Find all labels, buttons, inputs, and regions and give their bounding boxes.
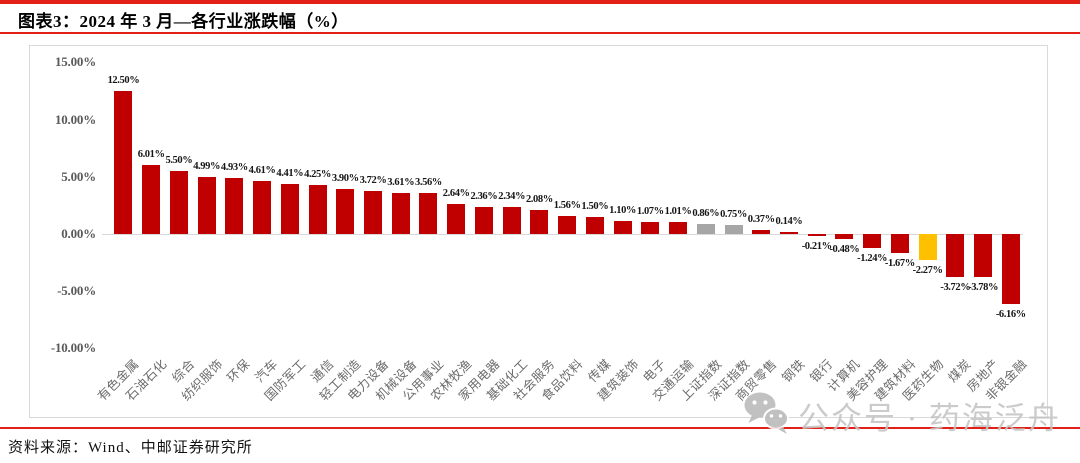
bar	[280, 183, 299, 234]
bar-value-label: -2.27%	[912, 264, 943, 276]
bar	[336, 189, 355, 234]
bar-value-label: 1.56%	[553, 200, 581, 212]
bar-value-label: 0.86%	[692, 208, 720, 220]
bar	[890, 234, 909, 254]
bar-value-label: 3.56%	[415, 177, 442, 189]
bar	[114, 91, 133, 234]
bar-value-label: 4.93%	[220, 161, 248, 173]
bar	[142, 165, 161, 234]
bar	[835, 234, 854, 240]
bar-value-label: 3.61%	[387, 176, 415, 188]
bar	[197, 176, 216, 234]
watermark-text: 公众号 · 药海泛舟	[798, 401, 1061, 436]
y-axis-tick-label: 0.00%	[61, 226, 96, 241]
bar-value-label: 6.01%	[137, 149, 165, 161]
bar-value-label: 0.75%	[720, 209, 747, 221]
bar	[169, 171, 188, 234]
y-axis-tick-label: -5.00%	[57, 283, 96, 299]
bar-value-label: 2.34%	[498, 191, 526, 203]
y-axis-tick-label: -10.00%	[50, 340, 96, 356]
bar	[585, 216, 604, 234]
source-note: 资料来源：Wind、中邮证券研究所	[8, 440, 253, 456]
bar	[724, 225, 743, 234]
bar	[225, 177, 244, 234]
bar	[474, 207, 493, 234]
bar-value-label: 0.14%	[775, 216, 803, 228]
figure-title: 图表3：2024 年 3 月—各行业涨跌幅（%）	[18, 12, 349, 31]
bar-value-label: -0.48%	[829, 244, 860, 256]
top-rule	[0, 0, 1080, 4]
bar-value-label: -3.78%	[968, 282, 999, 294]
bar	[613, 221, 632, 234]
bar	[1001, 234, 1020, 305]
bar-value-label: 1.07%	[636, 205, 664, 217]
bar	[253, 181, 272, 234]
watermark: 公众号 · 药海泛舟	[743, 391, 1061, 440]
bar-value-label: -3.72%	[940, 281, 971, 293]
bar-value-label: 4.61%	[248, 165, 276, 177]
bar	[974, 234, 993, 278]
bar	[946, 234, 965, 277]
bar	[308, 185, 327, 234]
bar-value-label: 0.37%	[747, 213, 775, 225]
bar-value-label: 3.90%	[331, 173, 359, 185]
title-rule	[0, 32, 1080, 34]
bar	[863, 234, 882, 249]
y-axis-tick-label: 15.00%	[54, 54, 96, 70]
chart-frame: 15.00% 10.00% 5.00% 0.00% -5.00% -10.00% 12.50…	[29, 45, 1048, 418]
bar-value-label: 2.64%	[442, 187, 470, 199]
bar-value-label: 2.08%	[525, 194, 553, 206]
bar-value-label: 3.72%	[359, 175, 387, 187]
bar	[558, 216, 577, 234]
bar	[391, 192, 410, 234]
bar	[530, 210, 549, 234]
bar	[669, 222, 688, 234]
bar	[419, 193, 438, 234]
bar	[807, 234, 826, 237]
zero-axis-line	[102, 234, 1023, 235]
x-category-label: 环保	[224, 356, 254, 386]
bar-value-label: 2.36%	[470, 191, 498, 202]
bar-value-label: 1.50%	[581, 200, 609, 212]
bottom-rule	[0, 427, 1080, 429]
bar-value-label: 4.99%	[193, 160, 221, 172]
bar-value-label: 4.41%	[276, 167, 304, 179]
bar	[447, 203, 466, 234]
bar	[696, 224, 715, 234]
bar-value-label: 4.25%	[304, 169, 331, 181]
bar	[779, 232, 798, 234]
bar-value-label: -6.16%	[995, 309, 1026, 321]
bar	[641, 221, 660, 234]
wechat-icon	[743, 391, 790, 440]
y-axis-tick-label: 5.00%	[61, 168, 96, 184]
bar-value-label: 12.50%	[107, 75, 140, 86]
x-category-label: 钢铁	[779, 356, 808, 386]
y-axis-tick-label: 10.00%	[54, 111, 96, 127]
bar-value-label: -1.24%	[857, 253, 888, 265]
bar	[364, 191, 383, 234]
bar-value-label: -1.67%	[884, 258, 915, 270]
bar	[502, 207, 521, 234]
bar-value-label: 1.01%	[664, 206, 692, 218]
bar	[752, 229, 771, 234]
bar-value-label: 1.10%	[609, 205, 637, 217]
bar-value-label: 5.50%	[165, 155, 193, 167]
bar-value-label: -0.21%	[801, 241, 832, 253]
bar	[918, 234, 937, 260]
